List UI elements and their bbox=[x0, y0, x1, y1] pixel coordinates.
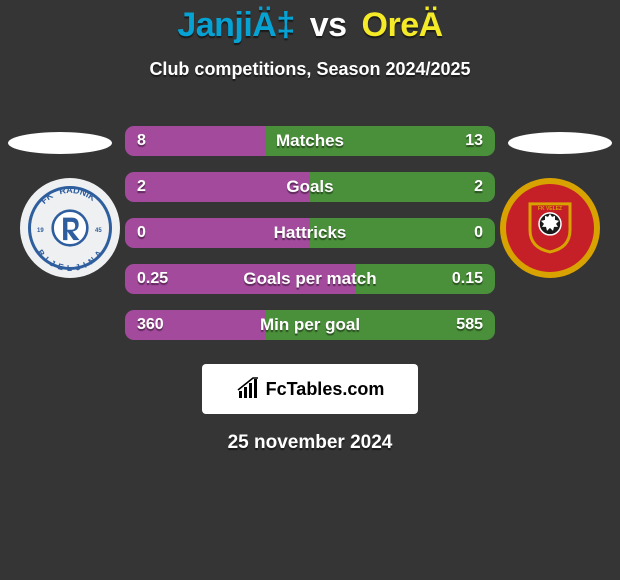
stat-row: 813Matches bbox=[125, 126, 495, 156]
stat-seg-right bbox=[266, 126, 495, 156]
svg-text:19: 19 bbox=[37, 228, 44, 234]
page-title: JanjiÄ‡ vs OreÄ bbox=[0, 6, 620, 45]
stat-seg-right bbox=[266, 310, 495, 340]
brand-box[interactable]: FcTables.com bbox=[202, 364, 418, 414]
stat-seg-left bbox=[125, 264, 356, 294]
stat-bars: 813Matches 22Goals 00Hattricks 0.250.15Goal… bbox=[125, 126, 495, 340]
velez-logo-icon: FK VELEZ bbox=[526, 200, 574, 254]
vs-label: vs bbox=[310, 6, 347, 44]
main-layout: FK "RADNIK" B I J E L J I N A 19 45 FK V… bbox=[0, 126, 620, 454]
stat-row: 360585Min per goal bbox=[125, 310, 495, 340]
stat-seg-left bbox=[125, 310, 266, 340]
chart-icon bbox=[236, 377, 260, 401]
stat-seg-left bbox=[125, 172, 310, 202]
stat-seg-right bbox=[310, 172, 495, 202]
date-label: 25 november 2024 bbox=[0, 432, 620, 454]
comparison-card: JanjiÄ‡ vs OreÄ Club competitions, Seaso… bbox=[0, 0, 620, 454]
stat-seg-left bbox=[125, 126, 266, 156]
player2-name: OreÄ bbox=[362, 6, 443, 44]
subtitle: Club competitions, Season 2024/2025 bbox=[0, 59, 620, 80]
svg-text:45: 45 bbox=[95, 228, 102, 234]
stat-seg-right bbox=[356, 264, 495, 294]
brand-text: FcTables.com bbox=[266, 379, 385, 400]
club-badge-right: FK VELEZ bbox=[500, 178, 600, 278]
stat-row: 00Hattricks bbox=[125, 218, 495, 248]
stat-row: 22Goals bbox=[125, 172, 495, 202]
svg-text:B I J E L J I N A: B I J E L J I N A bbox=[35, 248, 104, 273]
right-ellipse bbox=[508, 132, 612, 154]
stat-row: 0.250.15Goals per match bbox=[125, 264, 495, 294]
svg-text:FK VELEZ: FK VELEZ bbox=[538, 206, 562, 212]
player1-name: JanjiÄ‡ bbox=[177, 6, 294, 44]
stat-seg-right bbox=[310, 218, 495, 248]
left-ellipse bbox=[8, 132, 112, 154]
svg-text:FK "RADNIK": FK "RADNIK" bbox=[39, 185, 102, 206]
stat-seg-left bbox=[125, 218, 310, 248]
club-badge-left: FK "RADNIK" B I J E L J I N A 19 45 bbox=[20, 178, 120, 278]
